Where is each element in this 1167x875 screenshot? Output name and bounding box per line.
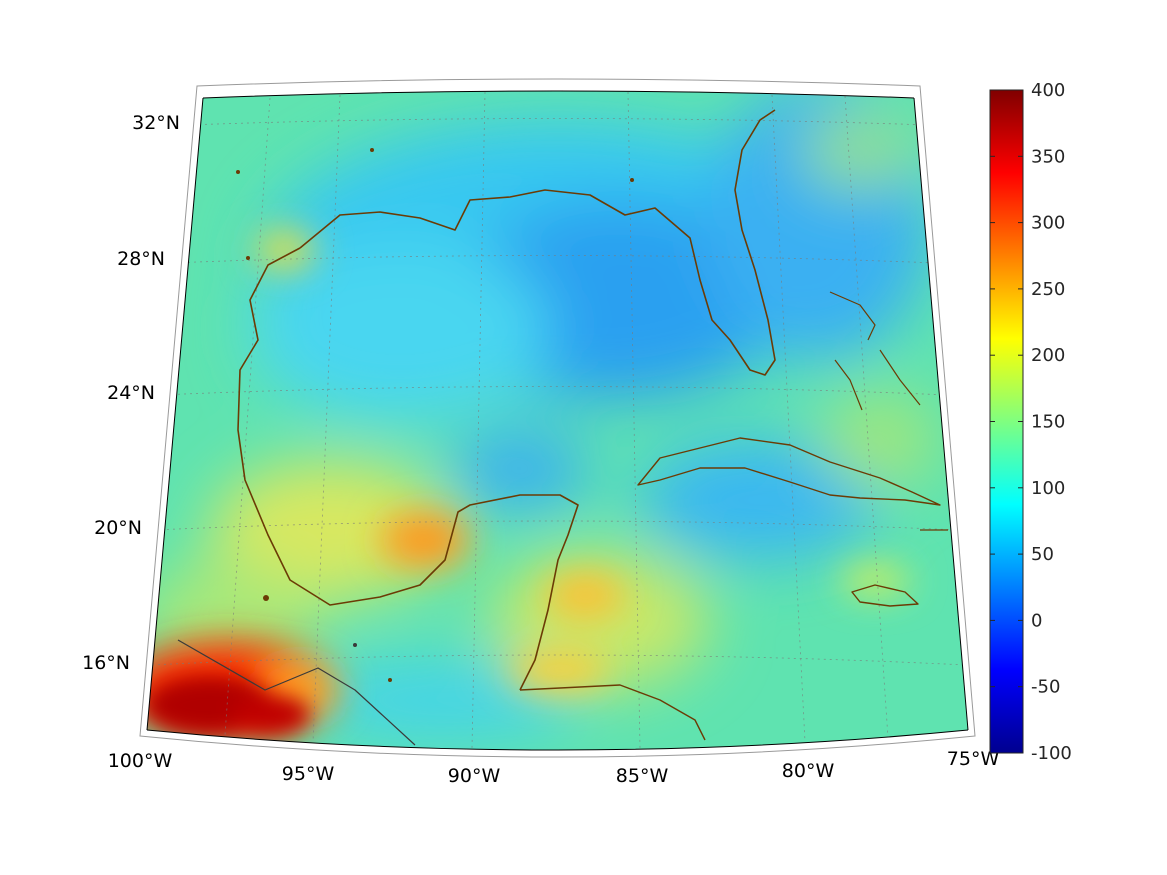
lat-label-32n: 32°N (132, 112, 180, 134)
longitude-labels: 100°W 95°W 90°W 85°W 80°W 75°W (108, 748, 1000, 787)
lat-label-16n: 16°N (82, 652, 130, 674)
colorbar-gradient (989, 89, 1024, 754)
lat-label-28n: 28°N (117, 248, 165, 270)
frame-border (146, 90, 969, 751)
lat-label-20n: 20°N (94, 517, 142, 539)
coastlines (177, 109, 948, 746)
colorbar-tick-label: 150 (1031, 412, 1065, 433)
colorbar-tick-label: 250 (1031, 279, 1065, 300)
colorbar: 400 350 300 250 200 150 100 50 0 -50 -100 (989, 80, 1072, 764)
colorbar-tick-label: -50 (1031, 677, 1060, 698)
lon-label-80w: 80°W (782, 760, 835, 782)
lon-label-75w: 75°W (947, 748, 1000, 770)
colorbar-tick-label: 300 (1031, 213, 1065, 234)
colorbar-tick-label: 350 (1031, 146, 1065, 167)
data-field (147, 91, 968, 750)
lat-label-24n: 24°N (107, 382, 155, 404)
lon-label-90w: 90°W (448, 765, 501, 787)
colorbar-tick-label: 400 (1031, 80, 1065, 101)
colorbar-tick-label: 100 (1031, 478, 1065, 499)
colorbar-tick-label: 50 (1031, 544, 1054, 565)
colorbar-tick-label: 200 (1031, 345, 1065, 366)
lon-label-100w: 100°W (108, 750, 173, 772)
graticule (151, 91, 967, 749)
lon-label-85w: 85°W (616, 765, 669, 787)
latitude-labels: 32°N 28°N 24°N 20°N 16°N (82, 112, 180, 674)
colorbar-tick-label: 0 (1031, 610, 1042, 631)
colorbar-ticks: 400 350 300 250 200 150 100 50 0 -50 -100 (990, 80, 1072, 764)
lon-label-95w: 95°W (282, 763, 335, 785)
colorbar-tick-label: -100 (1031, 743, 1072, 764)
